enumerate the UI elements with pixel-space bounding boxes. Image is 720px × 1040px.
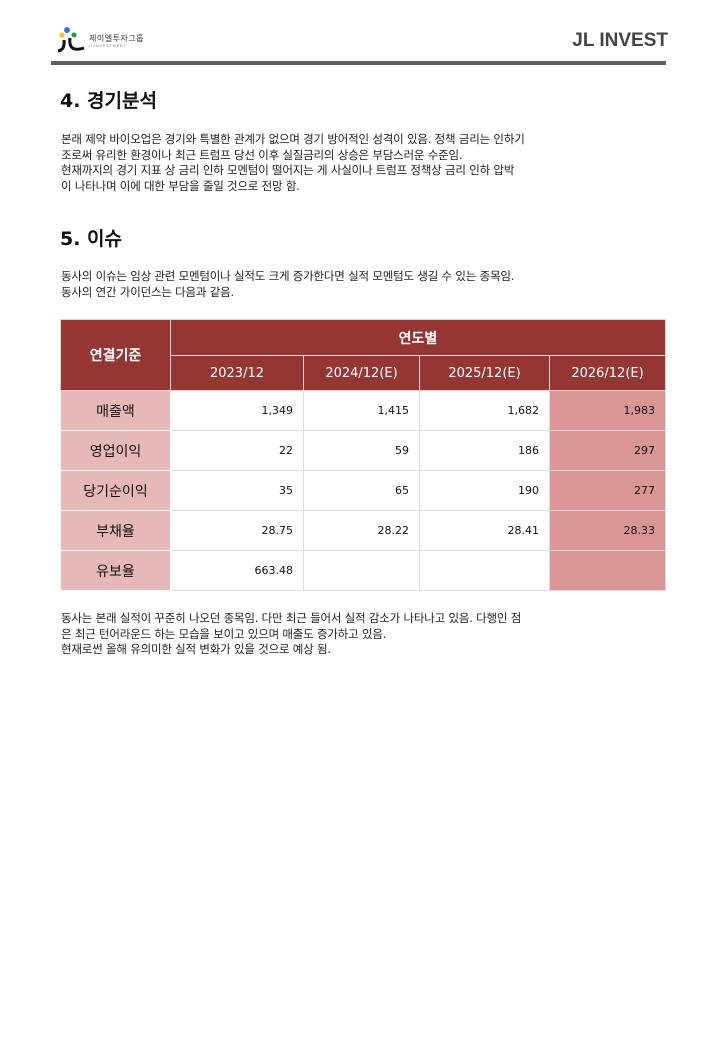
table-row: 부채율 28.75 28.22 28.41 28.33: [60, 510, 666, 551]
cell: 59: [303, 430, 420, 471]
text-line: 이 나타나며 이에 대한 부담을 줄일 것으로 전망 함.: [61, 178, 300, 193]
row-label: 매출액: [60, 390, 171, 431]
table-row: 영업이익 22 59 186 297: [60, 430, 666, 471]
cell: 22: [170, 430, 304, 471]
table-row: 유보율 663.48: [60, 550, 666, 591]
guidance-table: 연결기준 연도별 2023/12 2024/12(E) 2025/12(E) 2…: [60, 319, 666, 591]
cell: 190: [419, 470, 550, 511]
table-corner-header: 연결기준: [60, 319, 171, 391]
cell: 65: [303, 470, 420, 511]
column-header: 2023/12: [170, 355, 304, 391]
cell: 28.33: [549, 510, 666, 551]
cell: 1,349: [170, 390, 304, 431]
issues-paragraph: 동사의 이슈는 임상 관련 모멘텀이나 실적도 크게 증가한다면 실적 모멘텀도…: [61, 269, 666, 300]
jl-logo-icon: [57, 27, 85, 53]
row-label: 유보율: [60, 550, 171, 591]
cell: 28.22: [303, 510, 420, 551]
cell: 297: [549, 430, 666, 471]
cell: [303, 550, 420, 591]
cell: [549, 550, 666, 591]
table-row: 매출액 1,349 1,415 1,682 1,983: [60, 390, 666, 431]
text-line: 동사의 이슈는 임상 관련 모멘텀이나 실적도 크게 증가한다면 실적 모멘텀도…: [61, 269, 515, 283]
header-divider: [51, 61, 666, 65]
text-line: 조로써 유리한 환경이나 최근 트럼프 당선 이후 실질금리의 상승은 부담스러…: [61, 147, 463, 162]
cell: 1,983: [549, 390, 666, 431]
cell: 1,415: [303, 390, 420, 431]
table-row: 당기순이익 35 65 190 277: [60, 470, 666, 511]
column-header: 2025/12(E): [419, 355, 550, 391]
row-label: 부채율: [60, 510, 171, 551]
row-label: 당기순이익: [60, 470, 171, 511]
text-line: 현재까지의 경기 지표 상 금리 인하 모멘텀이 떨어지는 게 사실이나 트럼프…: [61, 163, 515, 177]
text-line: 동사는 본래 실적이 꾸준히 나오던 종목임. 다만 최근 들어서 실적 감소가…: [61, 611, 522, 625]
column-header: 2024/12(E): [303, 355, 420, 391]
logo-text: 제이엘투자그룹: [89, 34, 145, 43]
economy-paragraph: 본래 제약 바이오업은 경기와 특별한 관계가 없으며 경기 방어적인 성격이 …: [61, 132, 666, 194]
cell: 277: [549, 470, 666, 511]
text-line: 은 최근 턴어라운드 하는 모습을 보이고 있으며 매출도 증가하고 있음.: [61, 626, 387, 641]
logo-subtext: JLINVESTMENT: [89, 44, 127, 48]
cell: 186: [419, 430, 550, 471]
cell: 663.48: [170, 550, 304, 591]
column-header: 2026/12(E): [549, 355, 666, 391]
brand-title: JL INVEST: [572, 30, 668, 51]
cell: [419, 550, 550, 591]
cell: 28.41: [419, 510, 550, 551]
cell: 28.75: [170, 510, 304, 551]
text-line: 동사의 연간 가이던스는 다음과 같음.: [61, 284, 234, 299]
text-line: 본래 제약 바이오업은 경기와 특별한 관계가 없으며 경기 방어적인 성격이 …: [61, 132, 525, 146]
table-group-header: 연도별: [170, 319, 666, 356]
text-line: 현재로썬 올해 유의미한 실적 변화가 있을 것으로 예상 됨.: [61, 642, 331, 656]
section-title-issues: 5. 이슈: [60, 228, 123, 250]
closing-paragraph: 동사는 본래 실적이 꾸준히 나오던 종목임. 다만 최근 들어서 실적 감소가…: [61, 611, 666, 658]
cell: 35: [170, 470, 304, 511]
row-label: 영업이익: [60, 430, 171, 471]
cell: 1,682: [419, 390, 550, 431]
section-title-economy: 4. 경기분석: [60, 90, 157, 112]
